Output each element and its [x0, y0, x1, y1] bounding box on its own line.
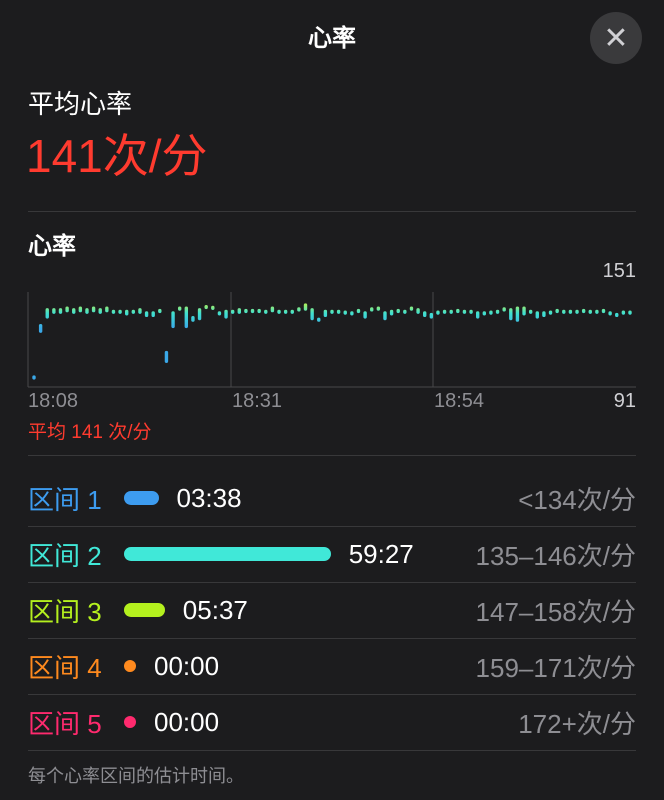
zone-time: 05:37	[182, 594, 248, 625]
zone-row-3: 区间 3 05:37 147–158次/分	[28, 582, 636, 638]
footnote: 每个心率区间的估计时间。	[28, 766, 244, 786]
chart-section-title: 心率	[28, 233, 76, 260]
chart-average-label: 平均 141 次/分	[28, 422, 152, 443]
zone-name: 区间 3	[28, 596, 102, 627]
divider	[28, 638, 636, 639]
xmark-icon: ✕	[603, 21, 629, 55]
zone-range: <134次/分	[518, 484, 636, 515]
zone-duration-bar	[124, 547, 331, 561]
zone-range: 159–171次/分	[475, 652, 636, 683]
zone-row-4: 区间 4 00:00 159–171次/分	[28, 638, 636, 694]
zone-duration-bar	[124, 603, 165, 617]
zone-duration-bar	[124, 716, 136, 728]
zone-row-1: 区间 1 03:38 <134次/分	[28, 470, 636, 526]
zone-duration-bar	[124, 660, 136, 672]
x-tick-label: 18:54	[434, 390, 485, 412]
zone-row-5: 区间 5 00:00 172+次/分	[28, 694, 636, 750]
zone-name: 区间 2	[28, 540, 102, 571]
zone-time: 00:00	[154, 706, 220, 737]
zone-row-2: 区间 2 59:27 135–146次/分	[28, 526, 636, 582]
average-heart-rate-label: 平均心率	[28, 89, 133, 119]
zone-time: 00:00	[154, 650, 220, 681]
divider	[28, 455, 636, 456]
zone-name: 区间 1	[28, 484, 102, 515]
zone-time: 03:38	[176, 482, 242, 513]
zone-duration-bar	[124, 491, 159, 505]
zone-name: 区间 4	[28, 652, 102, 683]
zone-range: 147–158次/分	[475, 596, 636, 627]
y-max-label: 151	[602, 260, 636, 282]
close-button[interactable]: ✕	[590, 12, 642, 64]
zone-range: 135–146次/分	[475, 540, 636, 571]
divider	[28, 750, 636, 751]
heart-rate-chart[interactable]	[0, 0, 664, 400]
y-min-label: 91	[613, 390, 636, 412]
x-tick-label: 18:31	[232, 390, 283, 412]
zone-range: 172+次/分	[518, 708, 636, 739]
page-title: 心率	[308, 25, 356, 52]
average-heart-rate-value: 141次/分	[26, 130, 208, 182]
divider	[28, 582, 636, 583]
zone-name: 区间 5	[28, 708, 102, 739]
divider	[28, 211, 636, 212]
zone-time: 59:27	[348, 538, 414, 569]
divider	[28, 526, 636, 527]
divider	[28, 694, 636, 695]
x-tick-label: 18:08	[28, 390, 79, 412]
